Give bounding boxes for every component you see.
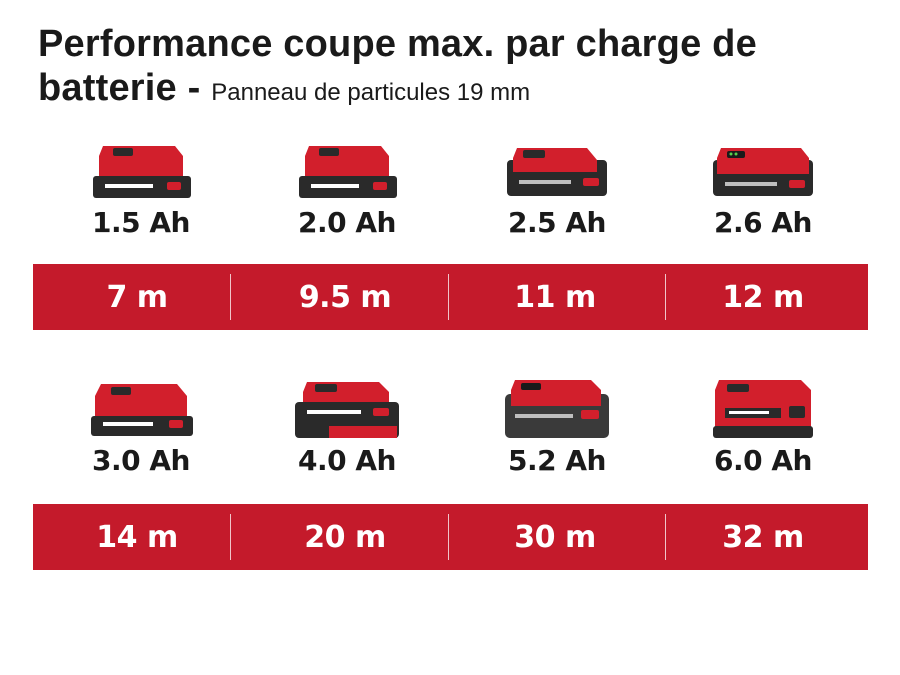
subtitle-text: Panneau de particules 19 mm (211, 79, 531, 106)
page-title: Performance coupe max. par charge de bat… (38, 22, 878, 115)
runtime-value: 14 m (96, 519, 178, 555)
battery-large-icon (713, 380, 813, 438)
runtime-band-1: 7 m 9.5 m 11 m 12 m (33, 264, 868, 330)
battery-card: 2.6 Ah (654, 138, 872, 239)
divider (448, 514, 449, 560)
battery-compact-icon (299, 146, 397, 198)
battery-compact-icon (93, 146, 191, 198)
battery-card: 2.5 Ah (448, 138, 666, 239)
battery-compact-icon (91, 384, 193, 436)
battery-capacity: 3.0 Ah (92, 444, 190, 477)
battery-card: 1.5 Ah (32, 138, 250, 239)
battery-card: 4.0 Ah (238, 376, 456, 477)
battery-capacity: 6.0 Ah (714, 444, 812, 477)
runtime-band-2: 14 m 20 m 30 m 32 m (33, 504, 868, 570)
battery-large-icon (295, 382, 399, 438)
battery-card: 5.2 Ah (448, 376, 666, 477)
battery-capacity: 2.5 Ah (508, 206, 606, 239)
battery-plus-icon (713, 148, 813, 196)
battery-large-icon (505, 380, 609, 438)
runtime-value: 20 m (304, 519, 386, 555)
divider (665, 514, 666, 560)
battery-card: 2.0 Ah (238, 138, 456, 239)
divider (230, 514, 231, 560)
runtime-value: 12 m (722, 279, 804, 315)
runtime-value: 11 m (514, 279, 596, 315)
battery-plus-icon (507, 148, 607, 196)
battery-capacity: 4.0 Ah (298, 444, 396, 477)
battery-capacity: 1.5 Ah (92, 206, 190, 239)
runtime-value: 9.5 m (298, 279, 392, 315)
divider (230, 274, 231, 320)
battery-card: 6.0 Ah (654, 376, 872, 477)
battery-capacity: 2.0 Ah (298, 206, 396, 239)
runtime-value: 7 m (106, 279, 168, 315)
divider (448, 274, 449, 320)
battery-capacity: 5.2 Ah (508, 444, 606, 477)
title-text: Performance coupe max. par charge de bat… (38, 23, 757, 109)
battery-capacity: 2.6 Ah (714, 206, 812, 239)
battery-card: 3.0 Ah (32, 376, 250, 477)
divider (665, 274, 666, 320)
runtime-value: 30 m (514, 519, 596, 555)
runtime-value: 32 m (722, 519, 804, 555)
